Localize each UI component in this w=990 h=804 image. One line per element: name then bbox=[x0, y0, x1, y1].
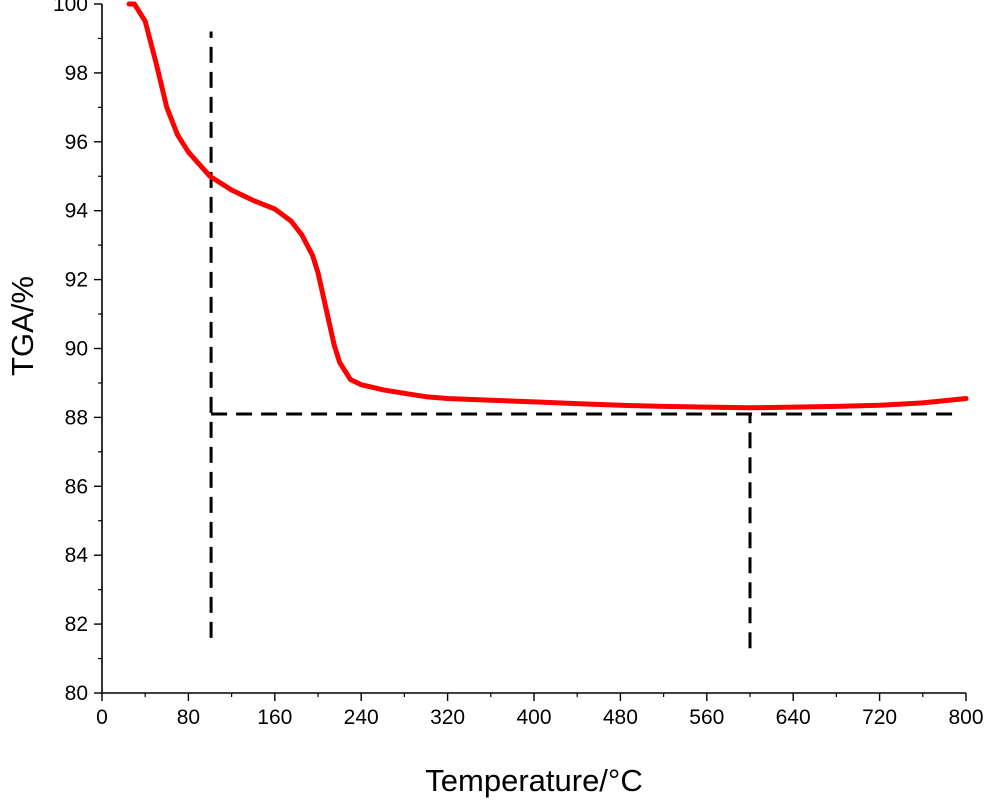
y-tick-label: 96 bbox=[65, 131, 88, 154]
x-tick-label: 400 bbox=[516, 706, 551, 729]
y-tick-label: 94 bbox=[65, 200, 89, 223]
x-tick-label: 320 bbox=[430, 706, 465, 729]
x-tick-label: 720 bbox=[862, 706, 897, 729]
x-axis-title: Temperature/°C bbox=[425, 763, 642, 798]
y-tick-label: 82 bbox=[65, 613, 88, 636]
x-tick-label: 480 bbox=[603, 706, 638, 729]
y-tick-label: 100 bbox=[53, 0, 88, 16]
x-tick-label: 240 bbox=[344, 706, 379, 729]
x-tick-label: 160 bbox=[257, 706, 292, 729]
y-tick-label: 92 bbox=[65, 269, 88, 292]
series-layer bbox=[126, 1, 969, 411]
x-tick-label: 0 bbox=[96, 706, 108, 729]
y-tick-label: 88 bbox=[65, 406, 88, 429]
y-axis-title: TGA/% bbox=[5, 276, 40, 376]
y-tick-label: 98 bbox=[65, 62, 88, 85]
x-tick-label: 800 bbox=[948, 706, 983, 729]
y-tick-label: 90 bbox=[65, 338, 88, 361]
tga-series-line bbox=[126, 1, 969, 411]
y-tick-label: 84 bbox=[65, 544, 89, 567]
axes: 0 80 160 240 320 400 480 560 640 720 800 80 82 84 86 88… bbox=[53, 0, 984, 729]
reference-lines bbox=[209, 31, 957, 649]
x-tick-label: 80 bbox=[177, 706, 200, 729]
y-tick-label: 86 bbox=[65, 475, 88, 498]
x-tick-label: 640 bbox=[776, 706, 811, 729]
x-tick-label: 560 bbox=[689, 706, 724, 729]
y-tick-label: 80 bbox=[65, 682, 88, 705]
